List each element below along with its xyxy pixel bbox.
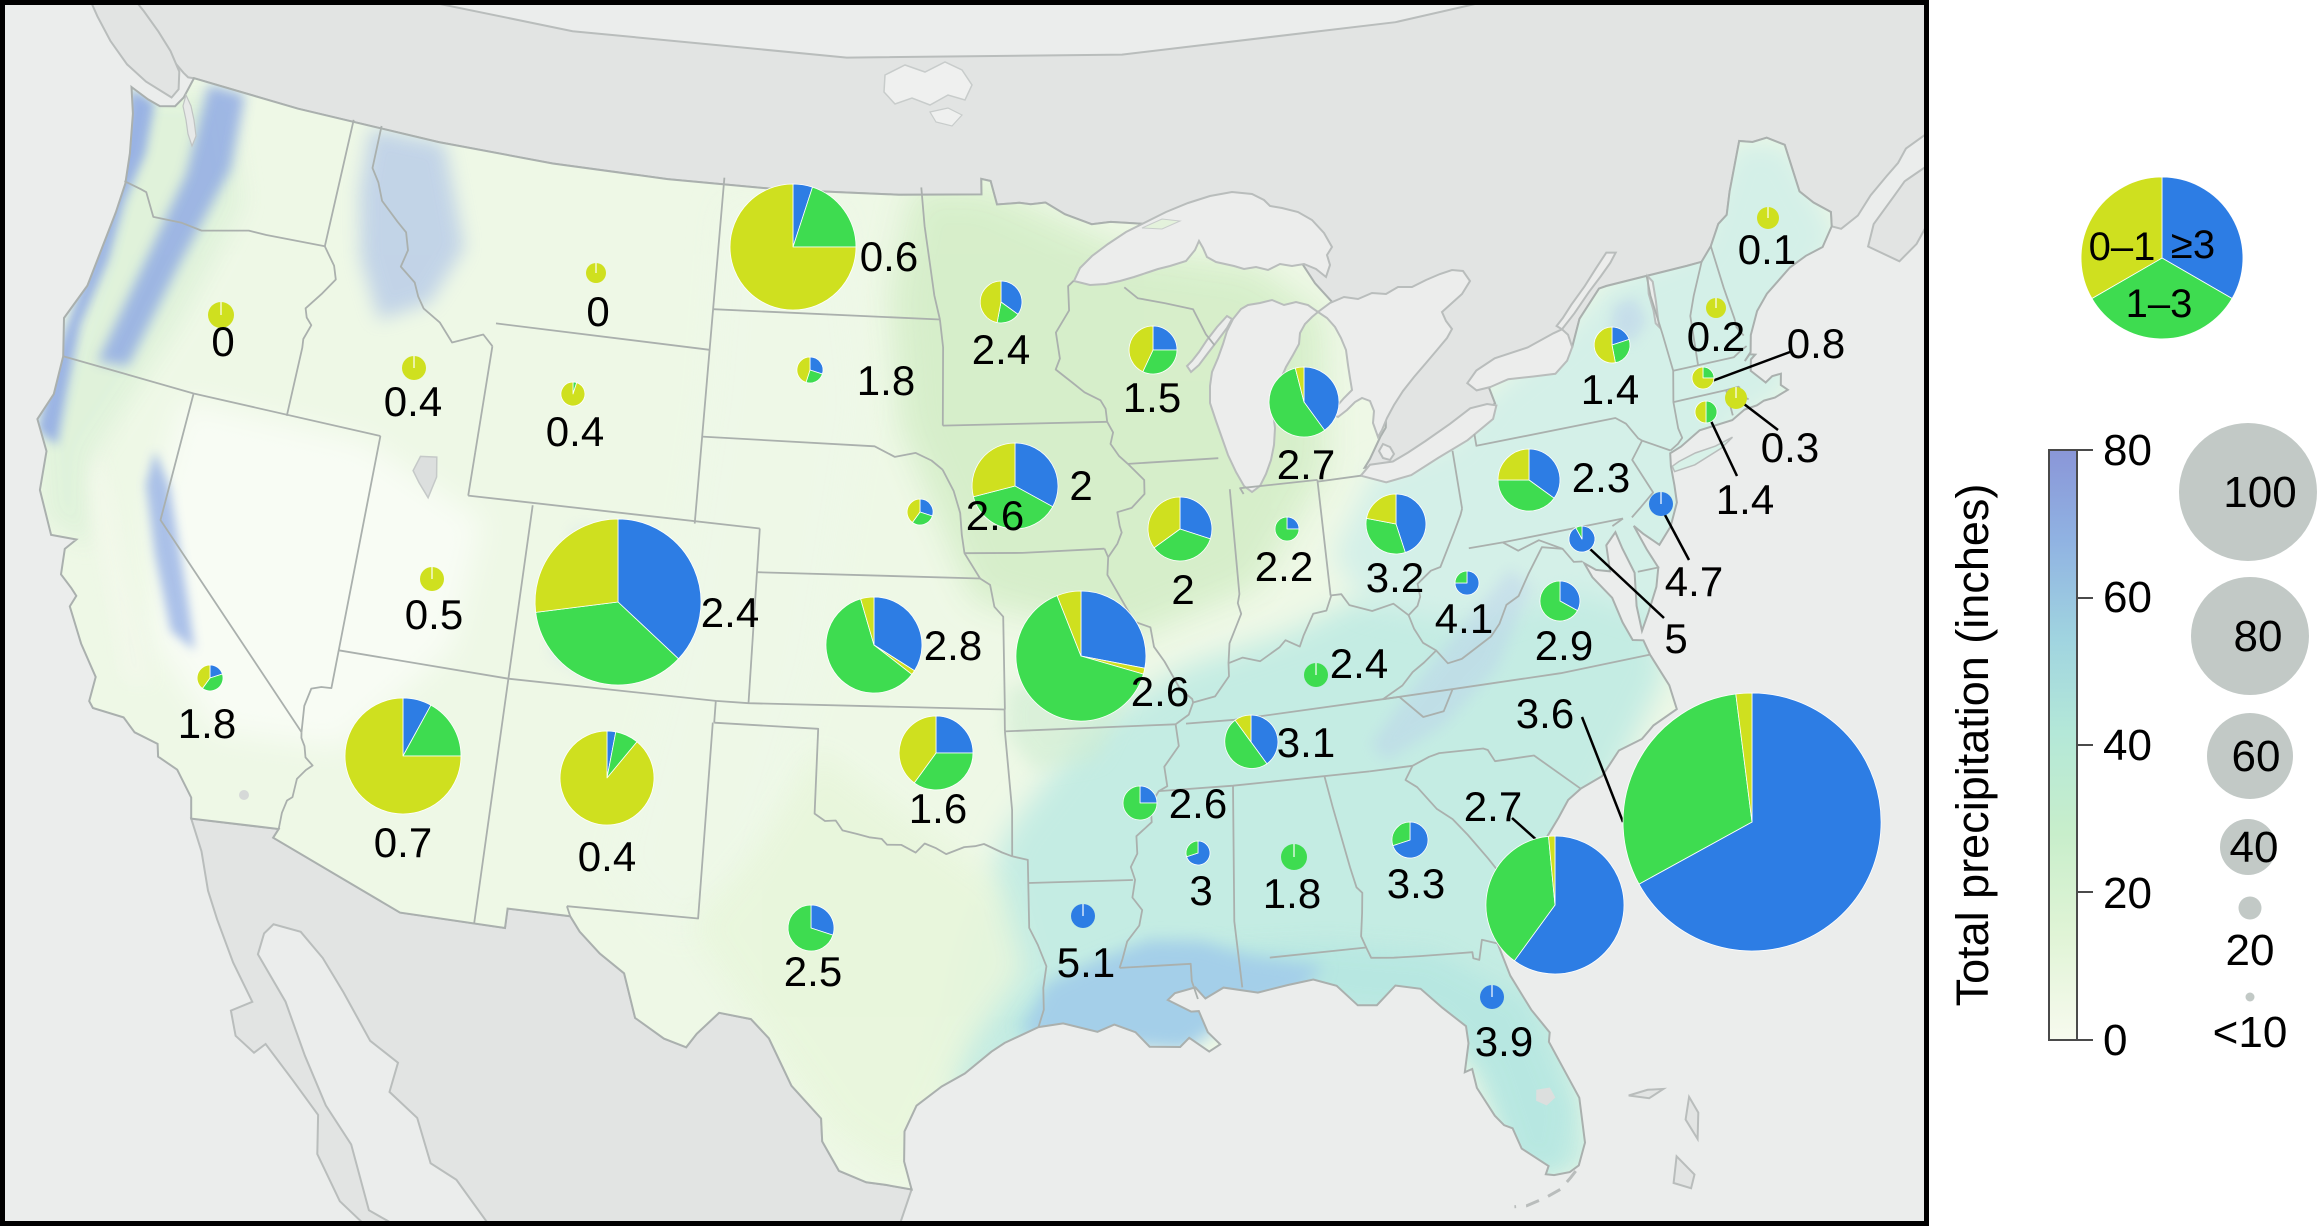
svg-text:2: 2 — [1069, 462, 1092, 509]
svg-text:4.7: 4.7 — [1665, 558, 1723, 605]
svg-text:2.4: 2.4 — [972, 326, 1030, 373]
svg-text:80: 80 — [2234, 612, 2283, 661]
svg-text:1.6: 1.6 — [909, 785, 967, 832]
svg-text:3.3: 3.3 — [1387, 860, 1445, 907]
svg-text:<10: <10 — [2213, 1008, 2288, 1057]
svg-text:3.1: 3.1 — [1277, 719, 1335, 766]
svg-text:3.9: 3.9 — [1475, 1018, 1533, 1065]
svg-text:1.8: 1.8 — [1263, 870, 1321, 917]
svg-text:0–1: 0–1 — [2089, 225, 2156, 269]
svg-text:3: 3 — [1189, 867, 1212, 914]
svg-text:100: 100 — [2223, 468, 2296, 517]
svg-text:3.6: 3.6 — [1516, 690, 1574, 737]
svg-text:2.9: 2.9 — [1535, 622, 1593, 669]
svg-text:≥3: ≥3 — [2171, 223, 2215, 267]
svg-text:0.5: 0.5 — [405, 591, 463, 638]
svg-text:40: 40 — [2103, 721, 2152, 770]
svg-text:0.4: 0.4 — [384, 378, 442, 425]
svg-text:5: 5 — [1664, 615, 1687, 662]
svg-text:0: 0 — [586, 288, 609, 335]
svg-text:60: 60 — [2103, 573, 2152, 622]
svg-text:Total precipitation (inches): Total precipitation (inches) — [1947, 484, 1998, 1007]
svg-text:2.8: 2.8 — [924, 622, 982, 669]
svg-text:2.6: 2.6 — [966, 492, 1024, 539]
svg-text:2.2: 2.2 — [1255, 543, 1313, 590]
svg-text:0: 0 — [211, 318, 234, 365]
svg-text:20: 20 — [2103, 869, 2152, 918]
svg-text:2.3: 2.3 — [1572, 454, 1630, 501]
svg-text:80: 80 — [2103, 426, 2152, 475]
svg-text:0.2: 0.2 — [1687, 313, 1745, 360]
svg-text:2.7: 2.7 — [1464, 783, 1522, 830]
svg-text:0.8: 0.8 — [1787, 320, 1845, 367]
svg-text:60: 60 — [2232, 732, 2281, 781]
svg-text:1.5: 1.5 — [1123, 374, 1181, 421]
svg-text:4.1: 4.1 — [1435, 595, 1493, 642]
svg-text:2: 2 — [1171, 566, 1194, 613]
svg-text:0.4: 0.4 — [578, 833, 636, 880]
svg-text:2.5: 2.5 — [784, 948, 842, 995]
svg-text:0.6: 0.6 — [860, 233, 918, 280]
svg-text:1.4: 1.4 — [1581, 366, 1639, 413]
svg-text:2.4: 2.4 — [1330, 640, 1388, 687]
svg-text:2.6: 2.6 — [1169, 780, 1227, 827]
svg-text:1.4: 1.4 — [1716, 476, 1774, 523]
svg-text:2.4: 2.4 — [701, 589, 759, 636]
svg-text:1.8: 1.8 — [178, 700, 236, 747]
svg-text:1.8: 1.8 — [857, 357, 915, 404]
svg-text:5.1: 5.1 — [1057, 939, 1115, 986]
svg-text:0.7: 0.7 — [374, 819, 432, 866]
svg-text:3.2: 3.2 — [1366, 554, 1424, 601]
svg-text:2.7: 2.7 — [1277, 441, 1335, 488]
svg-text:1–3: 1–3 — [2126, 282, 2193, 326]
svg-text:0.1: 0.1 — [1738, 226, 1796, 273]
svg-text:0.3: 0.3 — [1761, 424, 1819, 471]
svg-text:20: 20 — [2226, 926, 2275, 975]
svg-text:40: 40 — [2230, 823, 2279, 872]
svg-text:0.4: 0.4 — [546, 408, 604, 455]
svg-text:0: 0 — [2103, 1016, 2127, 1065]
svg-text:2.6: 2.6 — [1131, 668, 1189, 715]
